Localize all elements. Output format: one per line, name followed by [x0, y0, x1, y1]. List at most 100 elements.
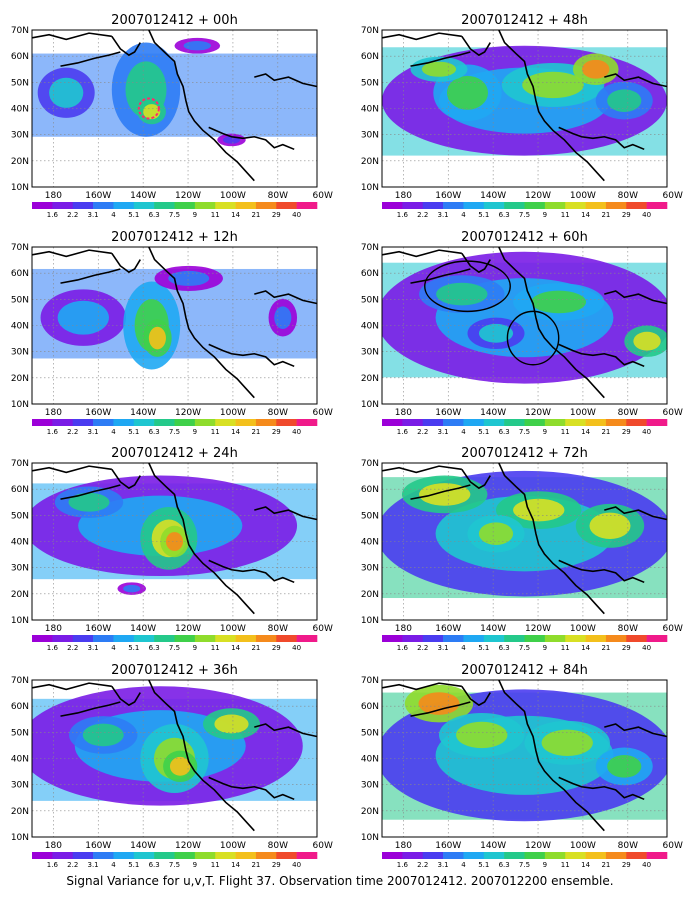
lon-tick-label: 80W: [268, 191, 288, 201]
coastline: [382, 680, 667, 832]
map-frame: [381, 246, 668, 405]
colorbar-label: 4: [461, 644, 466, 652]
colorbar-label: 4: [461, 428, 466, 436]
colorbar: 1.6 2.2 3.1 4 5.1 6.3 7.5 9 11 14 21 29 40: [32, 202, 318, 219]
lat-tick-label: 30N: [11, 781, 29, 791]
colorbar-label: 4: [111, 861, 116, 869]
lat-tick-label: 70N: [11, 26, 29, 36]
colorbar-swatch: [463, 852, 485, 859]
lat-tick-label: 50N: [11, 295, 29, 305]
field-contour: [531, 290, 587, 314]
colorbar-label: 14: [581, 211, 590, 219]
colorbar-label: 9: [543, 644, 547, 652]
lat-tick-label: 60N: [361, 269, 379, 279]
colorbar-swatch: [504, 202, 525, 209]
field-contour: [456, 721, 508, 749]
colorbar-label: 3.1: [88, 428, 99, 436]
coastline: [32, 680, 317, 832]
lon-tick-label: 60W: [313, 841, 333, 851]
colorbar-swatch: [422, 852, 444, 859]
colorbar-swatch: [113, 202, 135, 209]
lon-tick-label: 120W: [525, 191, 551, 201]
lat-tick-label: 20N: [361, 807, 379, 817]
field-contour: [214, 714, 249, 734]
colorbar-swatch: [113, 419, 135, 426]
colorbar-swatch: [72, 202, 94, 209]
colorbar-swatch: [133, 635, 155, 642]
lat-tick-label: 10N: [11, 183, 29, 193]
grid: [32, 247, 317, 404]
colorbar-label: 6.3: [499, 861, 510, 869]
colorbar-swatch: [276, 202, 297, 209]
colorbar-label: 21: [601, 644, 610, 652]
colorbar-swatch: [565, 202, 586, 209]
colorbar-swatch: [422, 419, 444, 426]
colorbar-swatch: [215, 202, 236, 209]
colorbar-swatch: [504, 419, 525, 426]
lon-tick-label: 60W: [313, 408, 333, 418]
colorbar-label: 5.1: [478, 861, 489, 869]
colorbar-swatch: [235, 635, 257, 642]
colorbar-swatch: [52, 635, 74, 642]
colorbar-swatch: [382, 852, 403, 859]
field-contour: [183, 40, 211, 51]
colorbar-swatch: [463, 635, 485, 642]
colorbar-swatch: [483, 202, 505, 209]
colorbar-label: 5.1: [478, 644, 489, 652]
colorbar-label: 11: [561, 428, 570, 436]
lat-tick-label: 10N: [361, 183, 379, 193]
lat-tick-label: 70N: [361, 26, 379, 36]
lat-tick-label: 60N: [11, 485, 29, 495]
colorbar-swatch: [255, 419, 277, 426]
variance-field: [32, 475, 317, 595]
colorbar-label: 6.3: [149, 644, 160, 652]
map-frame: [381, 462, 668, 621]
lon-tick-label: 60W: [663, 191, 683, 201]
panel-title: 2007012412 + 72h: [461, 446, 588, 461]
field-contour: [633, 331, 661, 351]
colorbar-label: 5.1: [128, 644, 139, 652]
colorbar-label: 11: [561, 644, 570, 652]
colorbar-label: 40: [292, 644, 301, 652]
colorbar-label: 11: [561, 211, 570, 219]
colorbar-label: 2.2: [67, 211, 78, 219]
panel-title: 2007012412 + 12h: [111, 230, 238, 245]
map-panel: 2007012412 + 84h 10N 20N 30N 40N 50N 60N 70N 180…: [361, 663, 683, 869]
grid: [382, 680, 667, 837]
colorbar-swatch: [276, 419, 297, 426]
colorbar-label: 3.1: [438, 644, 449, 652]
colorbar-label: 9: [543, 428, 547, 436]
colorbar-swatch: [544, 852, 566, 859]
variance-field: [32, 37, 317, 147]
colorbar-label: 29: [622, 644, 631, 652]
lon-tick-label: 60W: [663, 408, 683, 418]
grid: [382, 247, 667, 404]
colorbar-label: 21: [251, 428, 260, 436]
colorbar-label: 7.5: [519, 428, 530, 436]
lon-tick-label: 80W: [618, 841, 638, 851]
lon-tick-label: 160W: [85, 624, 111, 634]
colorbar-label: 2.2: [417, 861, 428, 869]
variance-field: [32, 265, 317, 370]
grid: [32, 680, 317, 837]
lon-tick-label: 180: [45, 191, 62, 201]
colorbar-swatch: [255, 852, 277, 859]
colorbar-swatch: [72, 635, 94, 642]
field-contour: [607, 89, 642, 112]
colorbar-swatch: [585, 852, 607, 859]
field-contour: [589, 512, 631, 539]
colorbar-swatch: [255, 202, 277, 209]
lon-tick-label: 140W: [130, 408, 156, 418]
map-frame: [31, 246, 318, 405]
colorbar-swatch: [605, 635, 627, 642]
colorbar-label: 14: [231, 644, 240, 652]
colorbar-label: 2.2: [417, 211, 428, 219]
colorbar-label: 6.3: [149, 211, 160, 219]
colorbar-swatch: [646, 419, 668, 426]
colorbar-label: 11: [211, 428, 220, 436]
colorbar-label: 9: [193, 428, 197, 436]
coastline: [382, 30, 667, 182]
colorbar-swatch: [585, 202, 607, 209]
colorbar-swatch: [605, 852, 627, 859]
